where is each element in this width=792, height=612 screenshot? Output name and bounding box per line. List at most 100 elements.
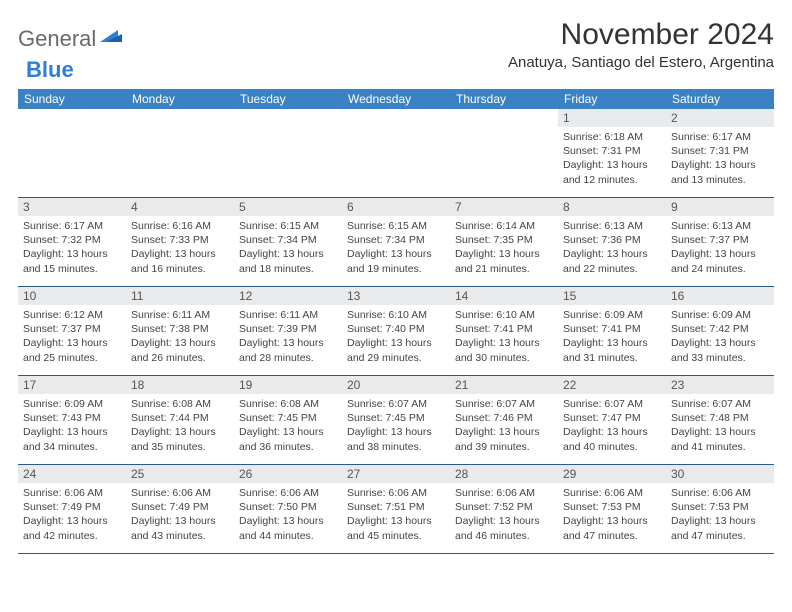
sunrise-line: Sunrise: 6:15 AM — [239, 219, 337, 233]
sunrise-line: Sunrise: 6:17 AM — [23, 219, 121, 233]
sunrise-line: Sunrise: 6:12 AM — [23, 308, 121, 322]
day-number: 29 — [558, 465, 666, 483]
day-cell — [126, 109, 234, 197]
daylight-line: Daylight: 13 hours — [131, 336, 229, 350]
day-cell: 23Sunrise: 6:07 AMSunset: 7:48 PMDayligh… — [666, 376, 774, 464]
day-body: Sunrise: 6:08 AMSunset: 7:45 PMDaylight:… — [234, 394, 342, 458]
sunrise-line: Sunrise: 6:09 AM — [23, 397, 121, 411]
daylight-line: and 41 minutes. — [671, 440, 769, 454]
sunset-line: Sunset: 7:52 PM — [455, 500, 553, 514]
day-body: Sunrise: 6:17 AMSunset: 7:32 PMDaylight:… — [18, 216, 126, 280]
daylight-line: Daylight: 13 hours — [131, 247, 229, 261]
daylight-line: and 24 minutes. — [671, 262, 769, 276]
week-row: 1Sunrise: 6:18 AMSunset: 7:31 PMDaylight… — [18, 109, 774, 198]
day-cell: 5Sunrise: 6:15 AMSunset: 7:34 PMDaylight… — [234, 198, 342, 286]
daylight-line: Daylight: 13 hours — [239, 336, 337, 350]
daylight-line: and 35 minutes. — [131, 440, 229, 454]
day-body: Sunrise: 6:17 AMSunset: 7:31 PMDaylight:… — [666, 127, 774, 191]
day-number: 16 — [666, 287, 774, 305]
sunset-line: Sunset: 7:48 PM — [671, 411, 769, 425]
day-number: 4 — [126, 198, 234, 216]
day-number: 5 — [234, 198, 342, 216]
sunset-line: Sunset: 7:45 PM — [347, 411, 445, 425]
sunset-line: Sunset: 7:37 PM — [671, 233, 769, 247]
day-number: 12 — [234, 287, 342, 305]
day-cell: 19Sunrise: 6:08 AMSunset: 7:45 PMDayligh… — [234, 376, 342, 464]
daylight-line: and 42 minutes. — [23, 529, 121, 543]
daylight-line: and 13 minutes. — [671, 173, 769, 187]
daylight-line: and 45 minutes. — [347, 529, 445, 543]
day-cell: 11Sunrise: 6:11 AMSunset: 7:38 PMDayligh… — [126, 287, 234, 375]
day-cell: 3Sunrise: 6:17 AMSunset: 7:32 PMDaylight… — [18, 198, 126, 286]
sunrise-line: Sunrise: 6:08 AM — [131, 397, 229, 411]
day-body: Sunrise: 6:06 AMSunset: 7:49 PMDaylight:… — [18, 483, 126, 547]
day-number: 20 — [342, 376, 450, 394]
day-body: Sunrise: 6:12 AMSunset: 7:37 PMDaylight:… — [18, 305, 126, 369]
sunset-line: Sunset: 7:38 PM — [131, 322, 229, 336]
day-body: Sunrise: 6:15 AMSunset: 7:34 PMDaylight:… — [234, 216, 342, 280]
day-body: Sunrise: 6:06 AMSunset: 7:52 PMDaylight:… — [450, 483, 558, 547]
sunset-line: Sunset: 7:41 PM — [563, 322, 661, 336]
daylight-line: Daylight: 13 hours — [671, 247, 769, 261]
day-cell: 27Sunrise: 6:06 AMSunset: 7:51 PMDayligh… — [342, 465, 450, 553]
logo-mark-icon — [100, 28, 122, 49]
sunset-line: Sunset: 7:31 PM — [563, 144, 661, 158]
day-number: 25 — [126, 465, 234, 483]
day-cell: 17Sunrise: 6:09 AMSunset: 7:43 PMDayligh… — [18, 376, 126, 464]
day-number: 1 — [558, 109, 666, 127]
sunset-line: Sunset: 7:39 PM — [239, 322, 337, 336]
sunset-line: Sunset: 7:53 PM — [563, 500, 661, 514]
day-body: Sunrise: 6:16 AMSunset: 7:33 PMDaylight:… — [126, 216, 234, 280]
sunset-line: Sunset: 7:45 PM — [239, 411, 337, 425]
daylight-line: and 12 minutes. — [563, 173, 661, 187]
day-cell: 12Sunrise: 6:11 AMSunset: 7:39 PMDayligh… — [234, 287, 342, 375]
day-body: Sunrise: 6:11 AMSunset: 7:38 PMDaylight:… — [126, 305, 234, 369]
daylight-line: Daylight: 13 hours — [347, 247, 445, 261]
sunset-line: Sunset: 7:36 PM — [563, 233, 661, 247]
day-cell: 18Sunrise: 6:08 AMSunset: 7:44 PMDayligh… — [126, 376, 234, 464]
day-body: Sunrise: 6:07 AMSunset: 7:47 PMDaylight:… — [558, 394, 666, 458]
weekday-sat: Saturday — [666, 89, 774, 109]
sunrise-line: Sunrise: 6:07 AM — [671, 397, 769, 411]
sunrise-line: Sunrise: 6:07 AM — [563, 397, 661, 411]
weekday-wed: Wednesday — [342, 89, 450, 109]
daylight-line: and 33 minutes. — [671, 351, 769, 365]
sunset-line: Sunset: 7:49 PM — [131, 500, 229, 514]
day-cell — [450, 109, 558, 197]
daylight-line: Daylight: 13 hours — [455, 425, 553, 439]
daylight-line: Daylight: 13 hours — [239, 514, 337, 528]
daylight-line: and 39 minutes. — [455, 440, 553, 454]
sunrise-line: Sunrise: 6:10 AM — [455, 308, 553, 322]
daylight-line: Daylight: 13 hours — [455, 247, 553, 261]
day-cell — [342, 109, 450, 197]
sunset-line: Sunset: 7:49 PM — [23, 500, 121, 514]
daylight-line: Daylight: 13 hours — [347, 514, 445, 528]
sunrise-line: Sunrise: 6:06 AM — [239, 486, 337, 500]
sunset-line: Sunset: 7:31 PM — [671, 144, 769, 158]
day-number: 19 — [234, 376, 342, 394]
daylight-line: and 34 minutes. — [23, 440, 121, 454]
daylight-line: and 25 minutes. — [23, 351, 121, 365]
day-body: Sunrise: 6:18 AMSunset: 7:31 PMDaylight:… — [558, 127, 666, 191]
sunset-line: Sunset: 7:32 PM — [23, 233, 121, 247]
day-cell: 13Sunrise: 6:10 AMSunset: 7:40 PMDayligh… — [342, 287, 450, 375]
daylight-line: Daylight: 13 hours — [455, 514, 553, 528]
sunset-line: Sunset: 7:34 PM — [347, 233, 445, 247]
sunrise-line: Sunrise: 6:13 AM — [671, 219, 769, 233]
day-cell: 24Sunrise: 6:06 AMSunset: 7:49 PMDayligh… — [18, 465, 126, 553]
sunset-line: Sunset: 7:50 PM — [239, 500, 337, 514]
daylight-line: and 16 minutes. — [131, 262, 229, 276]
day-body: Sunrise: 6:07 AMSunset: 7:48 PMDaylight:… — [666, 394, 774, 458]
day-number: 21 — [450, 376, 558, 394]
daylight-line: and 30 minutes. — [455, 351, 553, 365]
sunset-line: Sunset: 7:51 PM — [347, 500, 445, 514]
day-number: 3 — [18, 198, 126, 216]
day-number: 26 — [234, 465, 342, 483]
weeks-grid: 1Sunrise: 6:18 AMSunset: 7:31 PMDaylight… — [18, 109, 774, 554]
day-number: 17 — [18, 376, 126, 394]
day-number: 15 — [558, 287, 666, 305]
day-cell: 21Sunrise: 6:07 AMSunset: 7:46 PMDayligh… — [450, 376, 558, 464]
sunrise-line: Sunrise: 6:06 AM — [23, 486, 121, 500]
daylight-line: and 46 minutes. — [455, 529, 553, 543]
daylight-line: and 47 minutes. — [563, 529, 661, 543]
